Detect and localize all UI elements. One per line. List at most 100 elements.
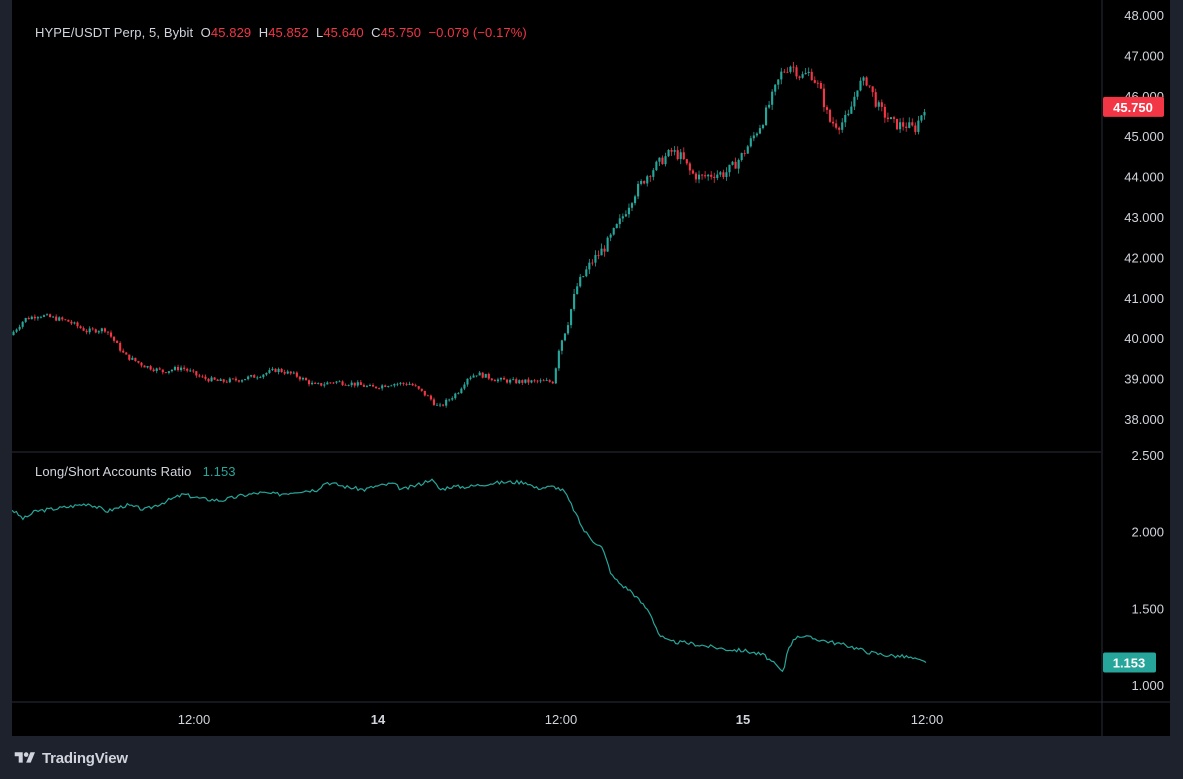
- candle: [234, 376, 237, 382]
- candle-body: [39, 316, 43, 318]
- tradingview-brand[interactable]: TradingView: [12, 748, 128, 768]
- candle: [822, 83, 826, 112]
- candle-body: [716, 174, 719, 178]
- candle-body: [518, 380, 521, 384]
- candle: [569, 308, 573, 329]
- candle-body: [880, 102, 883, 107]
- candle-body: [707, 174, 710, 177]
- candle-body: [746, 146, 749, 154]
- candle-body: [393, 384, 396, 386]
- symbol-title[interactable]: HYPE/USDT Perp, 5, Bybit: [35, 25, 194, 40]
- candle: [524, 379, 527, 384]
- candle: [661, 155, 664, 165]
- candle: [445, 398, 448, 408]
- candle-body: [545, 380, 548, 382]
- candle: [155, 367, 158, 374]
- candle-body: [262, 374, 265, 378]
- high-label: H: [258, 25, 269, 40]
- candle-body: [713, 176, 716, 178]
- candle-body: [445, 399, 448, 406]
- candle: [542, 378, 545, 382]
- candle: [454, 392, 457, 400]
- candle-body: [417, 386, 420, 389]
- candle-body: [344, 384, 347, 386]
- candle: [55, 314, 58, 322]
- candle: [880, 99, 883, 112]
- candle-body: [490, 378, 493, 381]
- candle: [512, 376, 515, 381]
- candle: [694, 171, 698, 183]
- candle: [905, 122, 908, 132]
- candle-body: [472, 375, 475, 378]
- candle-body: [506, 379, 509, 383]
- candle: [262, 374, 265, 379]
- candle-body: [825, 107, 829, 110]
- candle: [286, 369, 289, 375]
- candle: [396, 382, 399, 387]
- candle: [499, 377, 503, 382]
- candle-body: [609, 234, 612, 238]
- price-tick-label: 42.000: [1124, 250, 1164, 265]
- candle: [350, 380, 353, 388]
- candle: [45, 313, 49, 316]
- candle-body: [61, 317, 64, 320]
- candle-body: [512, 379, 515, 380]
- candle-body: [189, 370, 192, 372]
- candle-body: [210, 377, 213, 382]
- candle-body: [396, 383, 399, 385]
- candle-body: [359, 382, 362, 385]
- axis-layer: 48.00047.00046.00045.00044.00043.00042.0…: [178, 8, 1164, 727]
- candle: [841, 118, 844, 133]
- candle: [685, 158, 688, 166]
- candle-body: [807, 71, 810, 73]
- candle-body: [810, 71, 813, 81]
- candle: [728, 164, 731, 177]
- candle: [192, 368, 195, 374]
- candle-body: [368, 385, 372, 386]
- candle: [743, 149, 746, 157]
- candle-body: [45, 314, 49, 316]
- candle-body: [515, 379, 518, 384]
- candle-body: [256, 377, 259, 379]
- candle: [67, 319, 70, 322]
- price-tick-label: 40.000: [1124, 331, 1164, 346]
- candle-body: [289, 371, 292, 374]
- candle: [24, 317, 27, 324]
- candle-body: [832, 121, 835, 124]
- candle: [170, 368, 174, 373]
- candle: [39, 315, 43, 319]
- candle-body: [228, 378, 231, 383]
- candle-body: [624, 214, 627, 217]
- candle: [368, 383, 372, 387]
- candle: [167, 371, 170, 375]
- last-price-badge: [1103, 96, 1164, 117]
- candle: [58, 316, 61, 322]
- candle-body: [356, 382, 359, 386]
- candle: [362, 383, 365, 387]
- candle-body: [335, 381, 338, 383]
- candle: [545, 377, 548, 382]
- open-label: O: [200, 25, 211, 40]
- candle-body: [390, 385, 393, 387]
- candle-body: [134, 357, 137, 362]
- price-tick-label: 43.000: [1124, 210, 1164, 225]
- candle-body: [18, 326, 21, 330]
- candle: [237, 379, 241, 383]
- candle: [378, 387, 381, 390]
- indicator-title[interactable]: Long/Short Accounts Ratio: [35, 464, 192, 479]
- candle-body: [24, 317, 27, 322]
- candle-body: [164, 372, 167, 374]
- candle-body: [140, 362, 143, 366]
- candle: [125, 352, 128, 355]
- candle-body: [548, 380, 551, 382]
- candle-body: [378, 388, 381, 389]
- candle: [429, 394, 432, 401]
- high-value: 45.852: [268, 25, 309, 40]
- candle: [771, 89, 774, 110]
- candle: [79, 325, 82, 329]
- candle: [222, 378, 225, 384]
- chart-canvas[interactable]: 48.00047.00046.00045.00044.00043.00042.0…: [12, 0, 1170, 736]
- candle-body: [204, 376, 207, 379]
- candle: [679, 148, 682, 165]
- candle-body: [402, 382, 405, 384]
